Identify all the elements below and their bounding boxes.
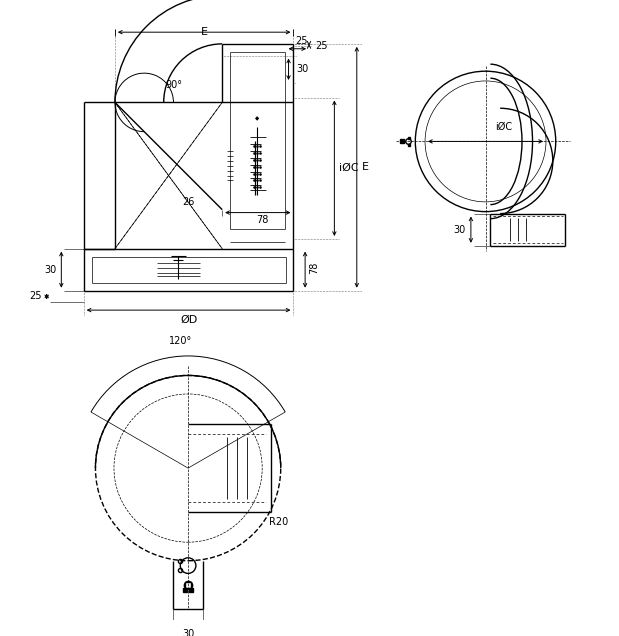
Text: iØC: iØC <box>495 121 513 132</box>
Text: ◆: ◆ <box>255 116 259 121</box>
Text: ØD: ØD <box>180 315 197 325</box>
Text: 30: 30 <box>297 64 309 74</box>
Text: 25: 25 <box>295 36 308 46</box>
Text: iØC: iØC <box>339 163 359 173</box>
Text: 30: 30 <box>182 629 194 636</box>
Text: E: E <box>201 27 208 37</box>
Text: 25: 25 <box>29 291 42 301</box>
Text: R20: R20 <box>269 516 288 527</box>
Text: 78: 78 <box>256 216 269 225</box>
Text: 120°: 120° <box>168 336 192 347</box>
Text: E: E <box>361 162 369 172</box>
Text: 90°: 90° <box>166 80 183 90</box>
Text: 30: 30 <box>454 225 466 235</box>
Text: 78: 78 <box>309 262 319 274</box>
Text: 26: 26 <box>182 197 194 207</box>
Text: 30: 30 <box>44 265 56 275</box>
Text: 25: 25 <box>315 41 327 52</box>
